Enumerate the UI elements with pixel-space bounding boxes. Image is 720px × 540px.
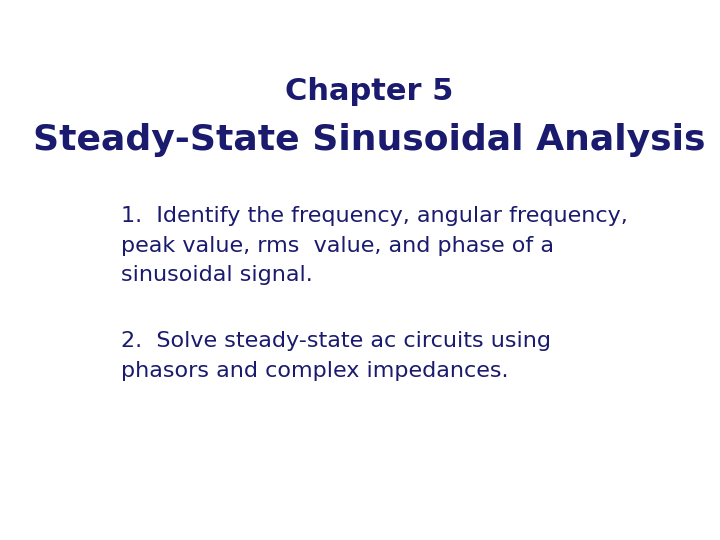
Text: Chapter 5: Chapter 5 [285,77,453,106]
Text: 2.  Solve steady-state ac circuits using
phasors and complex impedances.: 2. Solve steady-state ac circuits using … [121,331,551,381]
Text: Steady-State Sinusoidal Analysis: Steady-State Sinusoidal Analysis [32,123,706,157]
Text: 1.  Identify the frequency, angular frequency,
peak value, rms  value, and phase: 1. Identify the frequency, angular frequ… [121,206,627,285]
